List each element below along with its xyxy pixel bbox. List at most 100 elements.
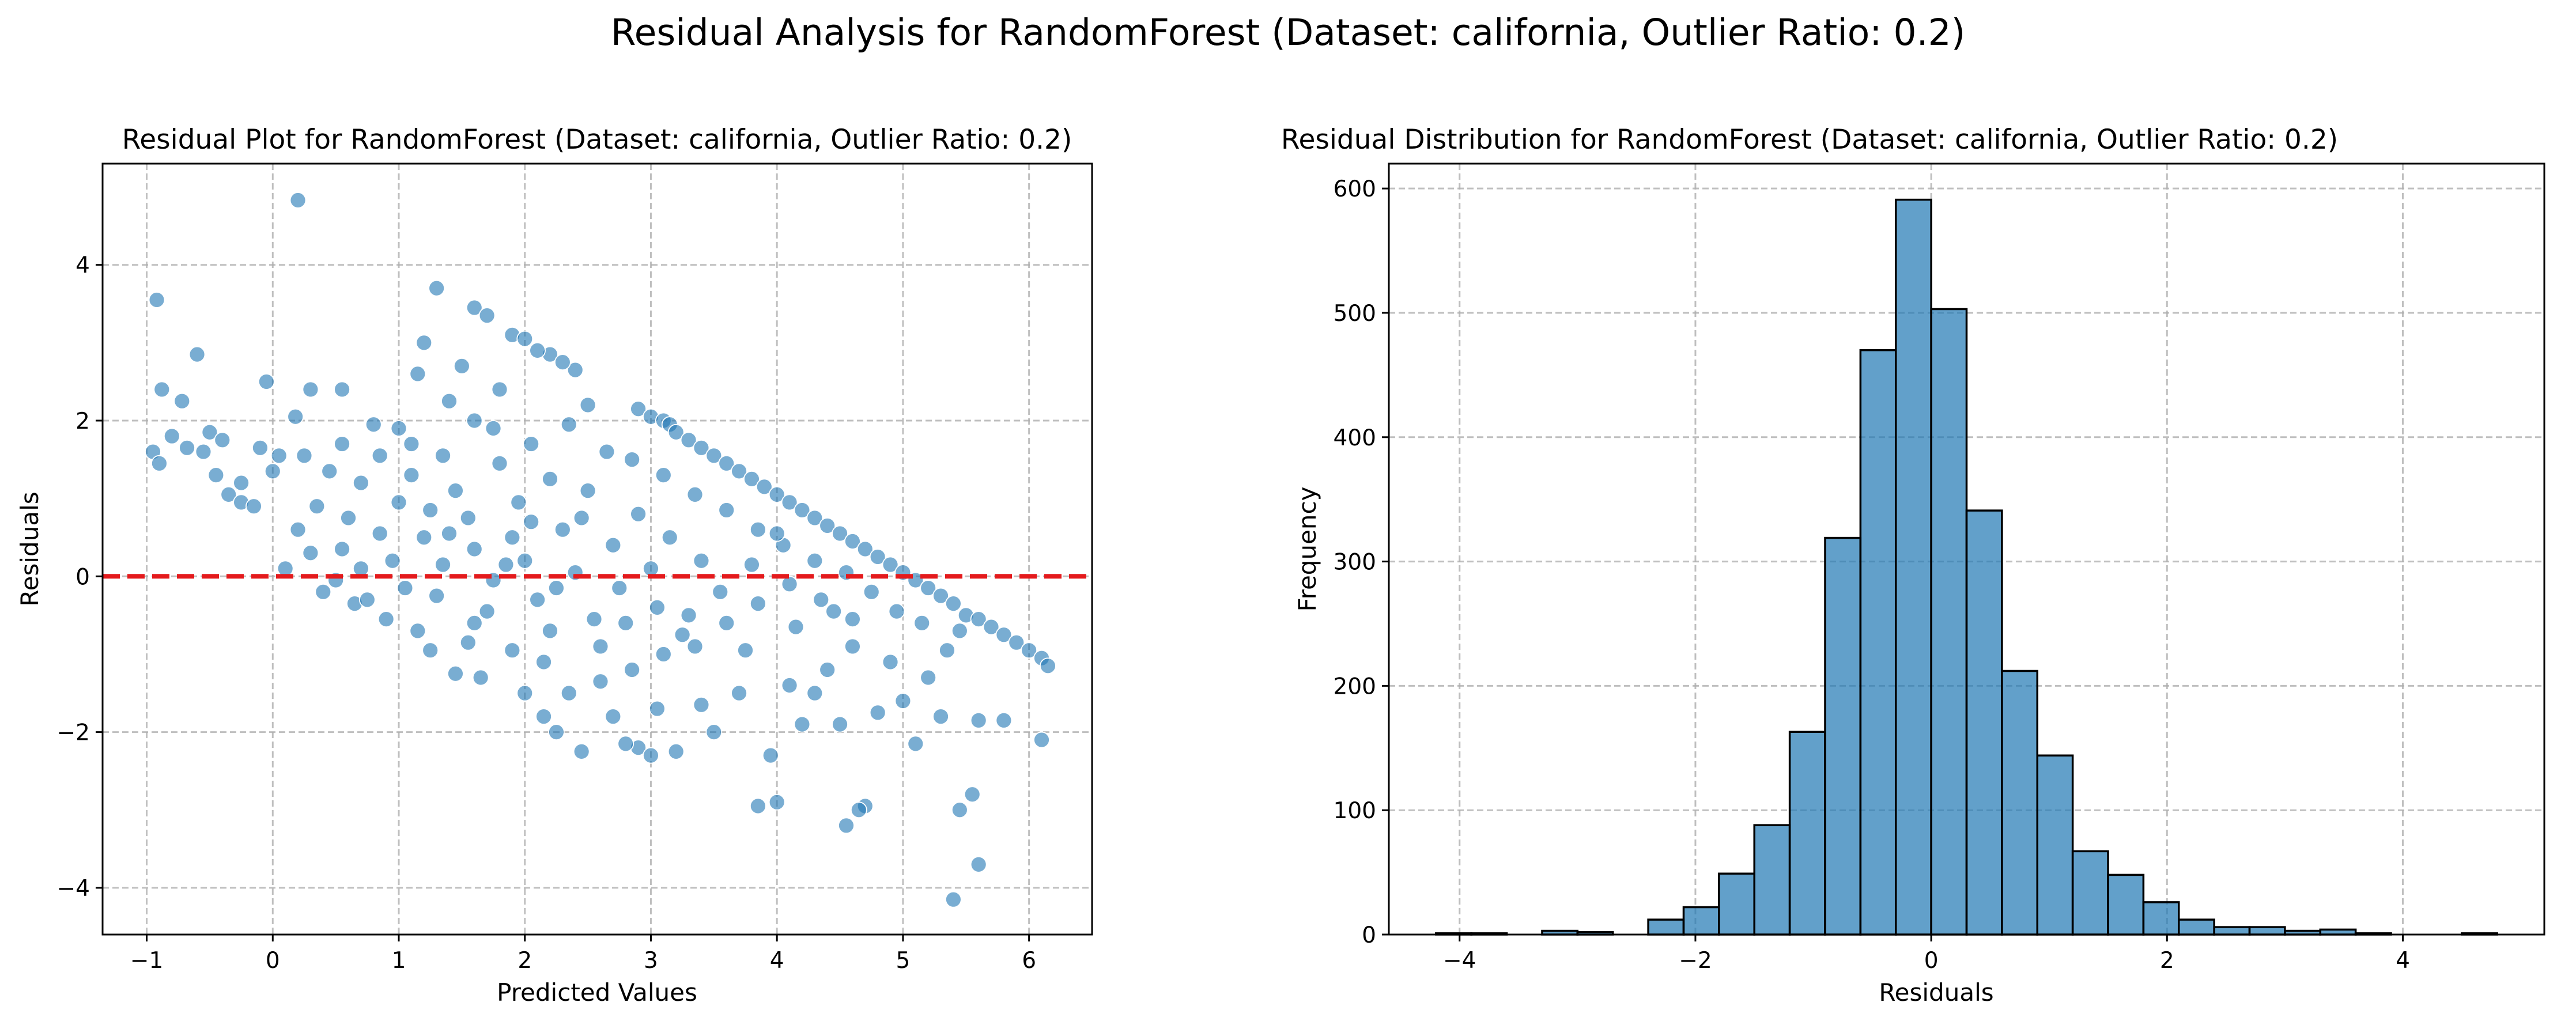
- scatter-point: [718, 614, 735, 631]
- scatter-point: [516, 684, 534, 702]
- scatter-point: [516, 552, 534, 569]
- scatter-point: [233, 474, 250, 491]
- scatter-point: [459, 634, 477, 651]
- scatter-xtick-label: 3: [644, 948, 658, 974]
- scatter-point: [661, 529, 678, 546]
- scatter-point: [970, 712, 987, 729]
- scatter-point: [1008, 634, 1025, 651]
- scatter-point: [270, 447, 288, 464]
- scatter-point: [340, 509, 357, 527]
- scatter-point: [258, 373, 275, 390]
- scatter-ytick-label: −2: [57, 720, 90, 746]
- scatter-point: [970, 856, 987, 873]
- scatter-point: [245, 498, 262, 515]
- scatter-point: [409, 622, 426, 640]
- scatter-xtick-label: −1: [130, 948, 164, 974]
- histogram-xtick-label: 2: [2160, 948, 2174, 974]
- histogram-ytick-label: 500: [1334, 301, 1376, 327]
- scatter-point: [813, 591, 830, 608]
- scatter-point: [693, 552, 710, 569]
- scatter-point: [1033, 731, 1050, 748]
- scatter-point: [542, 470, 558, 487]
- scatter-point: [624, 451, 641, 468]
- scatter-point: [832, 716, 848, 733]
- scatter-point: [220, 486, 237, 503]
- scatter-point: [466, 614, 483, 631]
- scatter-point: [441, 392, 458, 410]
- scatter-point: [1021, 642, 1038, 659]
- scatter-point: [478, 307, 496, 324]
- histogram-xtick-label: 4: [2396, 948, 2410, 974]
- histogram-bar: [1718, 872, 1755, 936]
- histogram-ytick-label: 300: [1334, 550, 1376, 576]
- histogram-bar: [2107, 873, 2145, 936]
- histogram-bar: [2001, 670, 2039, 936]
- histogram-xtick-label: −2: [1679, 948, 1712, 974]
- scatter-point: [523, 436, 540, 452]
- scatter-point: [447, 665, 464, 682]
- scatter-point: [321, 463, 338, 480]
- scatter-point: [995, 712, 1013, 729]
- scatter-point: [844, 611, 861, 628]
- histogram-bar: [2071, 850, 2109, 936]
- scatter-xtick-label: 6: [1022, 948, 1036, 974]
- scatter-point: [390, 420, 407, 437]
- scatter-point: [667, 423, 685, 441]
- scatter-point: [472, 669, 489, 686]
- scatter-point: [970, 611, 987, 628]
- scatter-point: [371, 525, 388, 542]
- scatter-point: [680, 607, 697, 624]
- histogram-bar: [1894, 198, 1932, 936]
- scatter-point: [894, 693, 912, 709]
- scatter-ytick-label: 0: [75, 564, 90, 590]
- scatter-point: [435, 556, 451, 573]
- histogram-bar: [2178, 918, 2215, 936]
- scatter-point: [428, 587, 445, 604]
- scatter-point: [806, 684, 824, 702]
- histogram-bar: [1753, 824, 1791, 936]
- scatter-point: [882, 653, 899, 671]
- scatter-point: [806, 509, 824, 527]
- histogram-bar: [1859, 349, 1897, 936]
- scatter-point: [554, 354, 571, 371]
- scatter-point: [794, 716, 811, 733]
- scatter-point: [554, 521, 571, 538]
- histogram-ytick-label: 200: [1334, 674, 1376, 699]
- scatter-point: [371, 447, 388, 464]
- scatter-point: [705, 724, 723, 741]
- scatter-point: [352, 474, 369, 491]
- scatter-point: [624, 661, 641, 678]
- scatter-point: [390, 494, 407, 511]
- scatter-point: [913, 614, 931, 631]
- scatter-point: [718, 502, 735, 519]
- histogram-ytick-label: 100: [1334, 798, 1376, 824]
- scatter-points: [145, 192, 1056, 908]
- scatter-point: [888, 603, 905, 620]
- histogram-bar: [1682, 906, 1720, 936]
- scatter-point: [579, 396, 596, 414]
- histogram-axes-frame: [1388, 162, 2545, 936]
- scatter-point: [731, 684, 747, 702]
- histogram-x-ticks: −4 −2 0 2 4: [1443, 935, 2410, 974]
- scatter-point: [743, 470, 760, 487]
- scatter-point: [838, 817, 855, 834]
- scatter-point: [832, 525, 848, 542]
- scatter-point: [605, 536, 622, 554]
- scatter-point: [207, 467, 225, 484]
- residual-histogram: Residual Distribution for RandomForest (…: [1281, 124, 2545, 1007]
- scatter-point: [289, 521, 307, 538]
- histogram-bar: [2213, 926, 2251, 936]
- scatter-point: [932, 708, 949, 725]
- histogram-x-axis-label: Residuals: [1879, 978, 1993, 1007]
- scatter-point: [819, 661, 836, 678]
- scatter-point: [315, 583, 332, 600]
- scatter-point: [983, 618, 1000, 636]
- scatter-xtick-label: 0: [266, 948, 280, 974]
- histogram-ytick-label: 0: [1362, 922, 1376, 948]
- scatter-point: [667, 743, 685, 760]
- scatter-point: [630, 505, 647, 523]
- scatter-y-axis-label: Residuals: [16, 491, 44, 606]
- scatter-point: [806, 552, 824, 569]
- scatter-point: [749, 595, 766, 612]
